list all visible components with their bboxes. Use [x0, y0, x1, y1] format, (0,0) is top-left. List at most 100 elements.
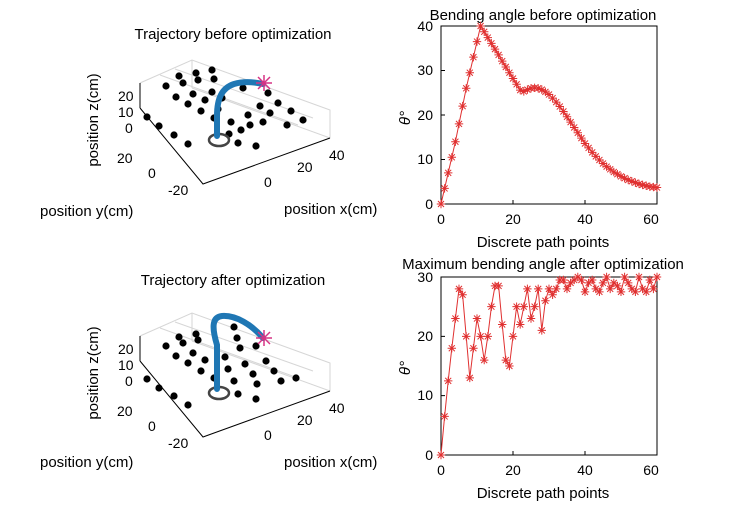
- y-tick: 20: [117, 150, 133, 166]
- data-point-marker: [519, 87, 528, 96]
- data-point-marker: [462, 84, 471, 93]
- data-point-marker: [530, 302, 539, 311]
- data-point-marker: [469, 52, 478, 62]
- data-point-marker: [480, 27, 489, 36]
- x-axis-label: position x(cm): [284, 454, 377, 471]
- obstacle-grid: [143, 66, 307, 150]
- data-point-marker: [638, 180, 647, 190]
- data-point-marker: [508, 332, 518, 341]
- y-tick-label: 0: [425, 447, 433, 463]
- data-point-marker: [588, 148, 597, 157]
- x-tick-label: 20: [505, 462, 521, 478]
- x-tick-label: 60: [643, 211, 659, 227]
- data-point-marker: [642, 287, 651, 297]
- y-tick-label: 20: [417, 328, 433, 344]
- data-point-marker: [505, 68, 514, 77]
- y-tick: 0: [148, 165, 156, 181]
- data-point-marker: [505, 361, 514, 371]
- data-point-marker: [451, 314, 460, 323]
- data-point-marker: [634, 179, 644, 189]
- y-tick-label: 10: [417, 151, 433, 167]
- y-tick: 0: [148, 418, 156, 434]
- chart-bending-after: Maximum bending angle after optimization…: [397, 256, 684, 502]
- data-point-marker: [631, 178, 640, 187]
- data-point-marker: [483, 33, 492, 42]
- data-point-marker: [534, 84, 543, 93]
- data-point-marker: [609, 167, 618, 177]
- data-point-marker: [616, 172, 626, 181]
- data-point-marker: [469, 344, 478, 353]
- y-tick: -20: [168, 435, 188, 451]
- panel-3d-before: Trajectory before optimization 20 10 0 2…: [40, 26, 377, 220]
- panel-3d-after: Trajectory after optimization 20 10 0 20…: [40, 272, 377, 471]
- data-point-marker: [566, 278, 575, 288]
- data-point-marker: [498, 320, 507, 329]
- data-point-marker: [552, 284, 561, 294]
- data-point-marker: [634, 272, 644, 282]
- y-axis-label: position y(cm): [40, 203, 133, 220]
- panel-3d-after-title: Trajectory after optimization: [141, 272, 326, 289]
- data-point-marker: [584, 143, 593, 153]
- x-tick-label: 20: [505, 211, 521, 227]
- data-point-marker: [447, 344, 456, 353]
- x-tick-label: 40: [577, 211, 593, 227]
- data-point-marker: [490, 44, 500, 54]
- x-tick: 40: [329, 400, 345, 416]
- data-point-marker: [616, 287, 626, 297]
- data-point-marker: [516, 320, 525, 329]
- data-point-marker: [577, 133, 586, 143]
- target-marker: [256, 75, 272, 91]
- data-point-marker: [476, 332, 485, 341]
- data-point-marker: [487, 302, 496, 311]
- data-point-marker: [624, 175, 633, 185]
- data-point-marker: [595, 287, 604, 297]
- z-axis-label: position z(cm): [85, 326, 102, 419]
- data-point-marker: [472, 37, 482, 46]
- data-point-marker: [562, 284, 572, 294]
- data-point-marker: [523, 85, 532, 94]
- data-point-marker: [483, 332, 492, 341]
- data-point-marker: [440, 184, 449, 193]
- data-point-marker: [512, 80, 521, 89]
- x-axis-label: Discrete path points: [477, 485, 610, 502]
- data-point-marker: [624, 278, 633, 288]
- data-point-marker: [501, 62, 510, 72]
- data-point-marker: [591, 152, 600, 161]
- data-point-marker: [436, 199, 446, 209]
- data-point-marker: [613, 169, 622, 179]
- data-point-marker: [526, 314, 536, 323]
- data-point-marker: [454, 284, 464, 294]
- data-point-marker: [544, 90, 554, 99]
- data-point-marker: [541, 296, 550, 305]
- y-tick: 20: [117, 403, 133, 419]
- data-point-marker: [447, 153, 456, 162]
- z-tick: 0: [125, 373, 133, 389]
- data-point-marker: [606, 284, 615, 294]
- data-point-marker: [562, 112, 572, 121]
- data-point-marker: [570, 275, 579, 285]
- data-point-marker: [598, 278, 608, 288]
- x-tick-label: 0: [437, 211, 445, 227]
- z-tick: 10: [118, 357, 134, 373]
- data-point-marker: [451, 137, 460, 146]
- data-point-marker: [494, 50, 503, 60]
- plot-area: [440, 276, 658, 456]
- data-point-marker: [602, 272, 611, 282]
- data-point-marker: [580, 139, 590, 148]
- data-point-marker: [559, 107, 568, 116]
- y-axis-label: θ°: [397, 361, 414, 375]
- x-tick-label: 0: [437, 462, 445, 478]
- x-tick: 0: [264, 427, 272, 443]
- data-point-marker: [652, 272, 662, 282]
- data-point-marker: [476, 21, 485, 31]
- z-axis-label: position z(cm): [85, 73, 102, 166]
- data-point-marker: [454, 119, 464, 129]
- y-axis-label: position y(cm): [40, 454, 133, 471]
- data-point-marker: [494, 281, 503, 291]
- data-point-marker: [537, 326, 546, 335]
- data-point-marker: [534, 284, 543, 294]
- x-axis-label: position x(cm): [284, 201, 377, 218]
- data-point-marker: [573, 272, 582, 282]
- data-point-marker: [544, 284, 554, 294]
